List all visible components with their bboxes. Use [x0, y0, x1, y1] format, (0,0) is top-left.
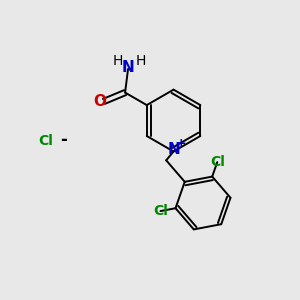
Text: +: +: [176, 137, 186, 150]
Text: H: H: [135, 54, 146, 68]
Text: -: -: [60, 131, 67, 149]
Text: Cl: Cl: [38, 134, 53, 148]
Text: Cl: Cl: [210, 155, 225, 169]
Text: H: H: [112, 54, 123, 68]
Text: N: N: [167, 142, 180, 157]
Text: O: O: [93, 94, 106, 109]
Text: Cl: Cl: [153, 204, 168, 218]
Text: N: N: [122, 60, 134, 75]
